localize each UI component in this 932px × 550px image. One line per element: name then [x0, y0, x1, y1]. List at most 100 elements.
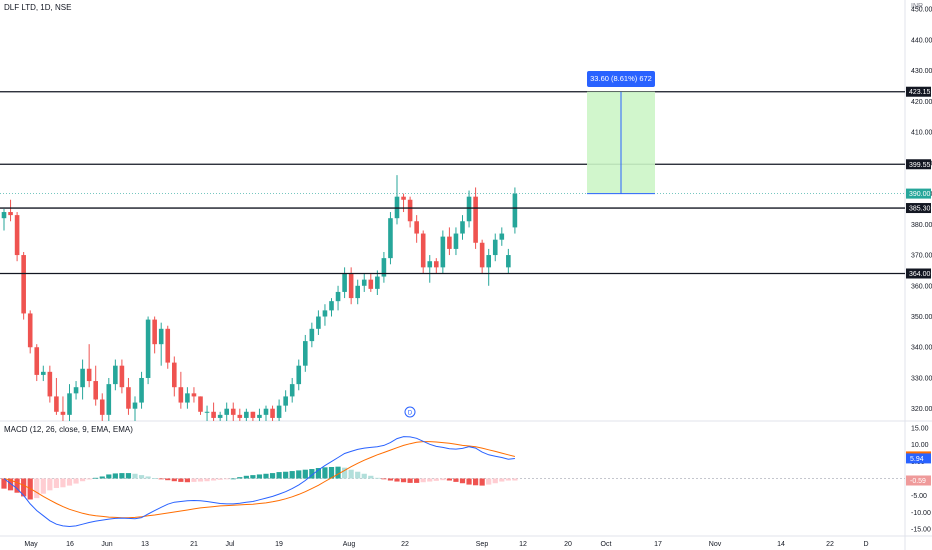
macd-hist-bar: [394, 478, 400, 482]
candle-body: [355, 285, 360, 299]
macd-value-label: 5.94: [910, 456, 924, 463]
candle-body: [414, 221, 419, 234]
y-tick-label: 380.00: [911, 222, 932, 229]
macd-hist-bar: [204, 478, 210, 482]
x-tick-label: 21: [190, 541, 198, 548]
y-tick-label: 440.00: [911, 37, 932, 44]
candle-body: [8, 212, 13, 216]
candle-body: [185, 393, 190, 403]
x-tick-label: Oct: [601, 541, 612, 548]
last-price-badge: [906, 188, 931, 199]
macd-hist-bar: [414, 478, 420, 483]
macd-hist-bar: [197, 478, 204, 482]
candle-body: [342, 273, 347, 292]
candle-body: [335, 291, 341, 302]
macd-hist-bar: [224, 478, 230, 480]
macd-hist-bar: [73, 478, 79, 484]
level-badge: [906, 268, 931, 279]
candle-body: [361, 279, 367, 286]
candle-body: [447, 236, 452, 249]
macd-hist-bar: [21, 478, 27, 497]
x-tick-label: Sep: [476, 541, 489, 548]
candle-body: [427, 261, 433, 268]
candle-body: [80, 368, 85, 388]
candle-body: [106, 384, 112, 415]
macd-hist-bar: [40, 478, 46, 494]
candle-body: [67, 393, 72, 415]
macd-hist-bar: [315, 468, 321, 479]
dividend-marker: [404, 406, 416, 418]
macd-hist-bar: [112, 473, 118, 479]
macd-pane: [0, 436, 905, 528]
candle-body: [27, 313, 33, 348]
candle-body: [34, 347, 40, 375]
macd-hist-bar: [322, 467, 328, 479]
macd-hist-bar: [381, 478, 387, 480]
macd-hist-bar: [466, 478, 472, 485]
candle-body: [47, 371, 53, 397]
y-tick-label: 360.00: [911, 283, 932, 290]
candle-body: [126, 387, 131, 409]
y-tick-label: 330.00: [911, 375, 932, 382]
candle-body: [348, 273, 354, 299]
level-badge: [906, 203, 931, 214]
candle-body: [466, 196, 472, 222]
macd-hist-bar: [165, 478, 171, 481]
macd-hist-bar: [479, 478, 485, 486]
candle-body: [224, 408, 229, 415]
candle-body: [453, 233, 459, 249]
candle-body: [263, 408, 269, 415]
macd-hist-bar: [171, 478, 177, 482]
candle-body: [86, 368, 92, 382]
level-label: 399.55: [909, 162, 931, 169]
macd-hist-bar: [217, 478, 223, 480]
candle-body: [230, 408, 236, 415]
candle-body: [99, 399, 105, 415]
macd-hist-bar: [1, 478, 7, 489]
x-tick-label: Jul: [226, 541, 235, 548]
candle-body: [152, 319, 157, 345]
macd-hist-bar: [256, 474, 263, 479]
candle-body: [434, 261, 439, 268]
macd-hist-bar: [348, 469, 354, 479]
y-tick-label: 450.00: [911, 7, 932, 14]
x-tick-label: 16: [66, 541, 74, 548]
candle-body: [217, 414, 223, 418]
candle-body: [250, 411, 256, 418]
macd-hist-bar: [211, 478, 217, 481]
price-pane: D: [0, 91, 905, 421]
macd-hist-bar: [132, 473, 138, 479]
x-tick-label: 13: [141, 541, 149, 548]
candle-body: [257, 414, 262, 418]
macd-hist-bar: [302, 469, 308, 479]
x-tick-label: 19: [275, 541, 283, 548]
x-tick-label: D: [863, 541, 868, 548]
macd-hist-bar: [473, 478, 479, 486]
macd-hist-bar: [243, 475, 249, 479]
candle-body: [460, 221, 465, 234]
macd-hist-bar: [119, 473, 125, 479]
x-tick-label: Aug: [343, 541, 356, 548]
candle-body: [506, 255, 511, 268]
candle-body: [172, 362, 177, 388]
candle-body: [289, 384, 295, 397]
macd-hist-bar: [427, 478, 433, 482]
x-tick-label: 22: [401, 541, 409, 548]
macd-hist-bar: [387, 478, 394, 481]
candle-body: [368, 279, 374, 289]
macd-hist-bar: [99, 476, 105, 479]
macd-hist-bar: [80, 478, 86, 482]
dividend-letter: D: [408, 411, 413, 417]
x-tick-label: Jun: [101, 541, 112, 548]
macd-title: MACD (12, 26, close, 9, EMA, EMA): [4, 425, 133, 434]
candle-body: [113, 365, 118, 385]
candle-body: [276, 405, 282, 418]
candle-body: [145, 319, 151, 378]
candle-body: [388, 218, 393, 259]
candle-body: [381, 258, 387, 277]
candle-body: [401, 196, 406, 200]
macd-hist-bar: [296, 470, 302, 479]
macd-hist-bar: [184, 478, 190, 483]
candle-body: [296, 365, 302, 385]
